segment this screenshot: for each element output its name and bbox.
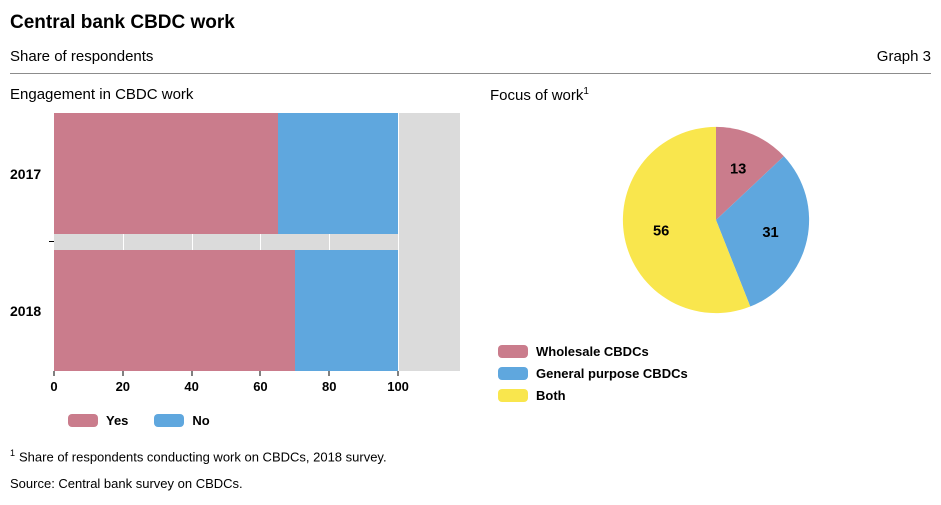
- bar-row: [54, 113, 460, 234]
- gridline: [191, 113, 193, 371]
- tick-label: 80: [322, 379, 337, 394]
- tick-mark: [259, 371, 261, 376]
- both-swatch: [498, 389, 528, 402]
- legend-item-no: No: [154, 413, 210, 428]
- bar-segment-no: [277, 113, 399, 234]
- pie-chart: 13 31 56: [618, 122, 931, 318]
- footnote-1: 1 Share of respondents conducting work on…: [10, 448, 470, 464]
- pie-value-label: 13: [730, 162, 746, 178]
- subtitle-row: Share of respondents Graph 3: [10, 48, 931, 74]
- bar-chart-panel: Engagement in CBDC work 2017 2018 0 20 40 60…: [10, 86, 470, 491]
- gridlines: [54, 113, 460, 371]
- wholesale-swatch: [498, 345, 528, 358]
- legend-item-wholesale: Wholesale CBDCs: [498, 344, 931, 359]
- yes-swatch: [68, 414, 98, 427]
- general-purpose-swatch: [498, 367, 528, 380]
- bar-chart-title: Engagement in CBDC work: [10, 86, 194, 103]
- tick-mark: [53, 371, 55, 376]
- pie-title-superscript: 1: [583, 86, 589, 97]
- pie-slice: [622, 126, 751, 314]
- tick-label: 100: [387, 379, 409, 394]
- pie-chart-title: Focus of work1: [490, 86, 931, 104]
- bar-row: [54, 250, 460, 371]
- legend-label-wholesale: Wholesale CBDCs: [536, 344, 649, 359]
- pie-value-label: 31: [762, 225, 778, 241]
- x-tick: 80: [322, 371, 343, 396]
- footnote-text: Share of respondents conducting work on …: [19, 449, 387, 465]
- y-axis-tick: [49, 241, 54, 242]
- legend-label-no: No: [192, 413, 210, 428]
- bar-rows: [54, 113, 460, 371]
- legend-item-both: Both: [498, 388, 931, 403]
- subtitle: Share of respondents: [10, 48, 154, 65]
- no-swatch: [154, 414, 185, 427]
- x-tick: 0: [50, 371, 61, 396]
- page-title: Central bank CBDC work: [10, 12, 235, 33]
- legend-label-general-purpose: General purpose CBDCs: [536, 366, 688, 381]
- category-axis: 2017 2018: [10, 113, 54, 371]
- tick-mark: [397, 371, 399, 376]
- x-tick: 60: [253, 371, 274, 396]
- gridline: [329, 113, 331, 371]
- pie-title-text: Focus of work: [490, 87, 584, 104]
- panels-row: Engagement in CBDC work 2017 2018 0 20 40 60…: [10, 86, 931, 491]
- x-tick: 20: [116, 371, 137, 396]
- bar-segment-yes: [54, 250, 295, 371]
- bar-segment-yes: [54, 113, 278, 234]
- pie-slice: [716, 156, 810, 307]
- legend-label-yes: Yes: [106, 413, 129, 428]
- bar-legend: Yes No: [68, 413, 470, 428]
- gridline: [122, 113, 124, 371]
- tick-label: 0: [50, 379, 58, 394]
- gridline: [260, 113, 262, 371]
- footnote-marker: 1: [10, 448, 16, 458]
- category-label: 2017: [10, 165, 42, 182]
- gridline: [398, 113, 400, 371]
- tick-mark: [191, 371, 193, 376]
- bar-segment-no: [294, 250, 399, 371]
- tick-mark: [328, 371, 330, 376]
- x-axis: 0 20 40 60 80 100: [50, 371, 460, 399]
- category-label: 2018: [10, 302, 42, 319]
- tick-label: 20: [115, 379, 131, 394]
- source-line: Source: Central bank survey on CBDCs.: [10, 476, 243, 492]
- pie-chart-panel: Focus of work1 13 31 56 Wholesale CBDCs Ge…: [470, 86, 931, 491]
- graph-number-label: Graph 3: [876, 48, 931, 65]
- tick-label: 40: [184, 379, 199, 394]
- legend-label-both: Both: [536, 388, 566, 403]
- bar-chart: 2017 2018: [10, 113, 470, 371]
- tick-mark: [122, 371, 124, 376]
- pie-slice: [716, 126, 784, 220]
- x-tick: 40: [184, 371, 206, 396]
- pie-value-label: 56: [653, 223, 669, 239]
- tick-label: 60: [253, 379, 268, 394]
- pie-legend: Wholesale CBDCs General purpose CBDCs Bo…: [498, 344, 931, 403]
- legend-item-yes: Yes: [68, 413, 128, 428]
- bar-plot-area: [49, 113, 460, 371]
- legend-item-general-purpose: General purpose CBDCs: [498, 366, 931, 381]
- pie-svg: 13 31 56: [622, 126, 810, 314]
- x-tick: 100: [387, 371, 420, 396]
